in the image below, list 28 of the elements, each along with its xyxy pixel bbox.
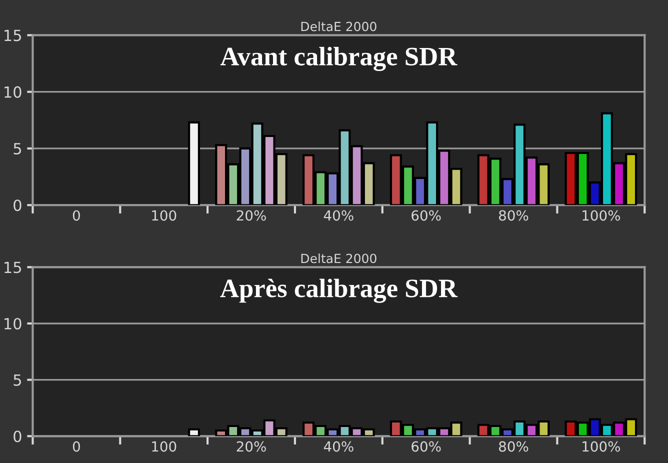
x-tick-label: 100%	[582, 210, 620, 221]
annotation: Avant calibrage SDR	[220, 46, 458, 72]
annotation: Après calibrage SDR	[220, 278, 458, 303]
chart-title: DeltaE 2000	[301, 253, 376, 264]
y-tick-label: 10	[4, 318, 22, 330]
x-tick-label: 100	[152, 441, 176, 452]
y-tick-label: 0	[14, 430, 22, 442]
bar	[188, 428, 200, 436]
y-tick-label: 15	[4, 262, 21, 274]
y-tick-label: 0	[14, 200, 22, 212]
x-tick-label: 60%	[412, 210, 441, 221]
x-tick-label: 40%	[324, 441, 354, 452]
x-tick-label: 100	[152, 210, 176, 221]
x-tick-label: 100%	[582, 441, 620, 452]
y-tick-label: 10	[4, 86, 22, 98]
y-tick-label: 5	[14, 374, 21, 386]
chart-title: DeltaE 2000	[301, 22, 376, 32]
y-tick-label: 15	[4, 30, 21, 42]
x-tick-label: 80%	[499, 441, 528, 452]
x-tick-label: 20%	[236, 210, 266, 221]
x-tick-label: 20%	[236, 441, 266, 452]
x-tick-label: 0	[72, 441, 80, 452]
bar	[188, 121, 200, 206]
y-tick-label: 5	[14, 143, 21, 154]
x-tick-label: 80%	[499, 210, 528, 221]
x-tick-label: 40%	[324, 210, 354, 221]
x-tick-label: 60%	[412, 441, 441, 452]
x-tick-label: 0	[72, 210, 80, 221]
